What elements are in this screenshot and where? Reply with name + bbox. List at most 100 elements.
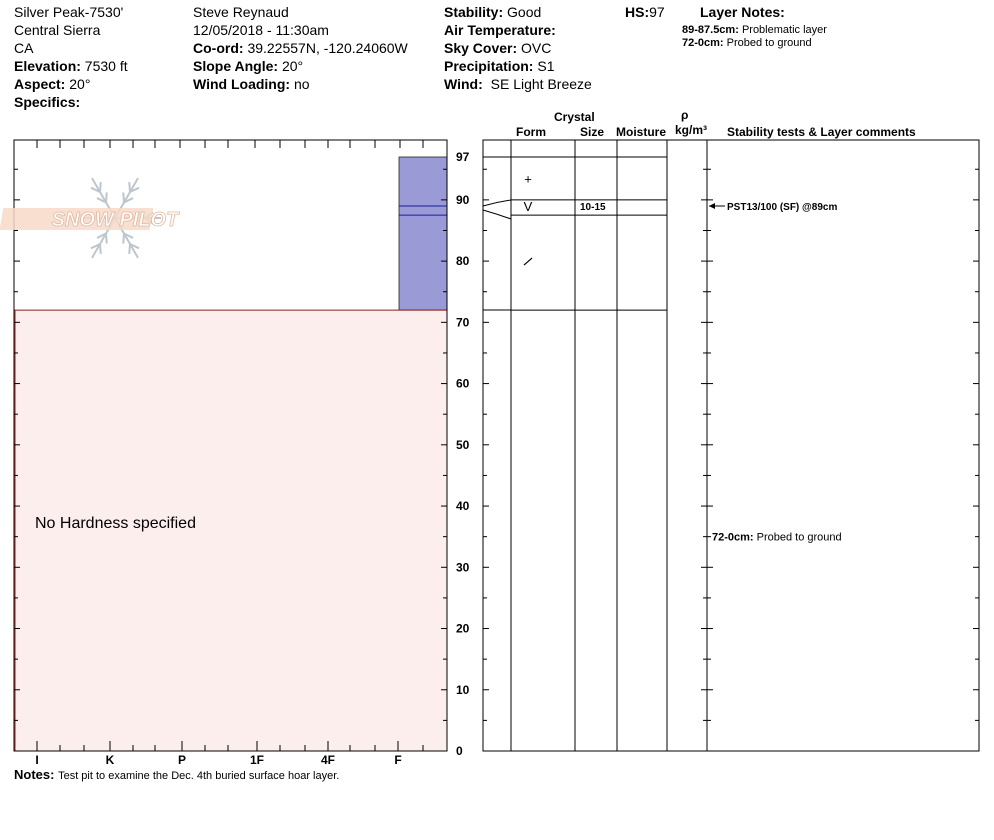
no-hardness-label: No Hardness specified (35, 515, 196, 532)
hardness-label: 4F (320, 753, 336, 767)
wind-loading-value: no (293, 76, 310, 92)
crystal-form-symbol: V (524, 199, 533, 214)
snowflake-branch (90, 243, 101, 250)
sky-cover-value: OVC (521, 40, 552, 56)
snowflake-branch (105, 233, 108, 244)
snowflake-branch (128, 181, 131, 193)
notes-text: Test pit to examine the Dec. 4th buried … (58, 770, 340, 782)
observation-datetime: 12/05/2018 - 11:30am (193, 22, 329, 38)
elevation-label: Elevation: (14, 58, 81, 74)
layer-note-1-range: 89-87.5cm: (682, 24, 739, 36)
stability-value: Good (507, 4, 542, 20)
snowflake-branch (123, 197, 134, 204)
stability-comments-header: Stability tests & Layer comments (727, 125, 916, 139)
height-tick-label: 20 (456, 622, 470, 636)
wind-field: Wind: SE Light Breeze (444, 75, 592, 93)
size-header: Size (580, 125, 605, 139)
stability-field: Stability: Good (444, 3, 541, 21)
elevation-field: Elevation: 7530 ft (14, 57, 128, 75)
layer-notes-title: Layer Notes: (700, 3, 785, 21)
hs-field: HS:97 (625, 3, 665, 21)
specifics-field: Specifics: (14, 93, 80, 111)
snowflake-branch (99, 181, 102, 193)
layer-note-2-text: Probed to ground (726, 37, 812, 49)
elevation-value: 7530 ft (84, 58, 128, 74)
stability-test-label: PST13/100 (SF) @89cm (727, 202, 837, 213)
form-header: Form (516, 125, 546, 139)
snowflake-branch (90, 186, 101, 193)
slope-field: Slope Angle: 20° (193, 57, 303, 75)
crystal-form-symbol: + (524, 171, 532, 186)
snowpilot-logo: SNOW PILOT (0, 177, 181, 259)
snowflake-branch (129, 186, 140, 193)
notes-field: Notes: Test pit to examine the Dec. 4th … (14, 767, 339, 782)
snowflake-branch (122, 233, 125, 244)
hardness-panel (13, 139, 448, 752)
sky-cover-label: Sky Cover: (444, 40, 518, 56)
precip-field: Precipitation: S1 (444, 57, 554, 75)
layer-connector (482, 209, 512, 220)
crystal-header: Crystal (554, 110, 595, 124)
coord-value: 39.22557N, -120.24060W (247, 40, 408, 56)
no-data-zone (14, 310, 447, 751)
air-temp-field: Air Temperature: (444, 21, 556, 39)
range-name: Central Sierra (14, 22, 101, 38)
hardness-layer (398, 156, 448, 311)
stability-label: Stability: (444, 4, 504, 20)
height-tick-label: 50 (456, 438, 470, 452)
hs-label: HS: (625, 4, 650, 20)
coord-field: Co-ord: 39.22557N, -120.24060W (193, 39, 408, 57)
layer-note-1-text: Problematic layer (741, 24, 827, 36)
wind-label: Wind: (444, 76, 483, 92)
snowflake-branch (96, 197, 107, 204)
notes-label: Notes: (14, 767, 55, 782)
hardness-label: P (177, 753, 187, 767)
height-axis: 0 10 20 30 40 50 60 70 80 90 97 (14, 150, 979, 758)
hardness-label: K (105, 753, 115, 767)
snowflake-branch (96, 232, 107, 239)
height-tick-label: 80 (456, 254, 470, 268)
slope-value: 20° (281, 58, 304, 74)
height-tick-label: 70 (456, 315, 470, 329)
crystal-table: + V 10-15 PST13/100 (SF) @89cm 72-0cm: Probe… (482, 139, 980, 752)
height-tick-label: 30 (456, 560, 470, 574)
snowflake-branch (129, 243, 140, 250)
air-temp-label: Air Temperature: (444, 22, 556, 38)
density-unit-header: kg/m³ (675, 123, 708, 137)
specifics-label: Specifics: (14, 94, 81, 110)
aspect-value: 20° (69, 76, 91, 92)
height-tick-label: 60 (456, 377, 470, 391)
observer-name: Steve Reynaud (193, 4, 289, 20)
hardness-label: 1F (249, 753, 265, 767)
logo-band (0, 208, 154, 230)
snowflake-branch (123, 232, 134, 239)
layer-note-2: 72-0cm: Probed to ground (682, 37, 812, 50)
aspect-label: Aspect: (14, 76, 66, 92)
snowflake-branch (128, 243, 131, 255)
hardness-label: I (35, 753, 39, 767)
coord-label: Co-ord: (193, 40, 244, 56)
stability-test-arrowhead (709, 202, 715, 209)
layer-comment: 72-0cm: Probed to ground (712, 532, 842, 544)
wind-loading-label: Wind Loading: (193, 76, 291, 92)
snowflake-branch (99, 243, 102, 255)
hs-value: 97 (649, 4, 665, 20)
wind-value: SE Light Breeze (490, 76, 592, 92)
height-tick-label: 97 (456, 150, 470, 164)
hardness-frame (13, 139, 448, 752)
height-tick-label: 90 (456, 193, 470, 207)
layer-note-1: 89-87.5cm: Problematic layer (682, 24, 827, 37)
layer-notes-title-text: Layer Notes: (700, 4, 785, 20)
logo-text: SNOW PILOT (52, 209, 180, 231)
sky-cover-field: Sky Cover: OVC (444, 39, 551, 57)
precip-value: S1 (537, 58, 555, 74)
state-name: CA (14, 40, 34, 56)
location-name: Silver Peak-7530' (14, 4, 124, 20)
precip-label: Precipitation: (444, 58, 534, 74)
wind-loading-field: Wind Loading: no (193, 75, 310, 93)
snowflake-branch (105, 192, 108, 203)
snowflake-branch (122, 192, 125, 203)
layer-connector (482, 199, 512, 207)
slope-label: Slope Angle: (193, 58, 279, 74)
